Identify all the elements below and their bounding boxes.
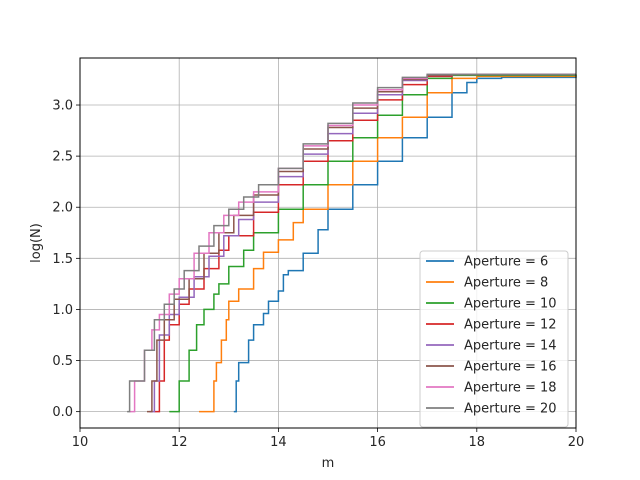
x-axis-label: m [322, 456, 335, 471]
x-tick-label: 12 [171, 435, 188, 450]
legend-label: Aperture = 12 [464, 318, 557, 333]
legend-box [419, 250, 569, 428]
series-line-aperture-20 [127, 73, 576, 413]
legend-label: Aperture = 6 [464, 255, 548, 270]
legend-label: Aperture = 14 [464, 339, 557, 354]
series-line-aperture-8 [199, 75, 577, 413]
legend-label: Aperture = 10 [464, 297, 557, 312]
y-tick-label: 0.0 [52, 405, 73, 420]
series-line-aperture-18 [129, 73, 576, 413]
legend-label: Aperture = 8 [464, 276, 548, 291]
y-tick-label: 1.0 [52, 303, 73, 318]
series-line-aperture-6 [233, 76, 577, 413]
y-tick-label: 2.5 [52, 150, 73, 165]
y-tick-label: 1.5 [52, 252, 73, 267]
y-axis-label: log(N) [29, 223, 44, 263]
x-tick-label: 18 [469, 435, 486, 450]
series-layer [127, 73, 577, 413]
legend-label: Aperture = 18 [464, 381, 557, 396]
legend-label: Aperture = 16 [464, 360, 557, 375]
y-tick-label: 3.0 [52, 99, 73, 114]
x-tick-label: 20 [568, 435, 585, 450]
x-tick-label: 10 [72, 435, 89, 450]
y-tick-label: 2.0 [52, 201, 73, 216]
legend: Aperture = 6 Aperture = 8 Aperture = 10 Ape… [419, 250, 569, 428]
plot-frame [79, 57, 577, 429]
ticks: 10 12 14 16 18 20 0.0 0.5 1.0 1.5 2.0 2.5 3.0 [52, 99, 584, 450]
x-tick-label: 14 [270, 435, 287, 450]
legend-label: Aperture = 20 [464, 402, 557, 417]
y-tick-label: 0.5 [52, 354, 73, 369]
x-tick-label: 16 [369, 435, 386, 450]
